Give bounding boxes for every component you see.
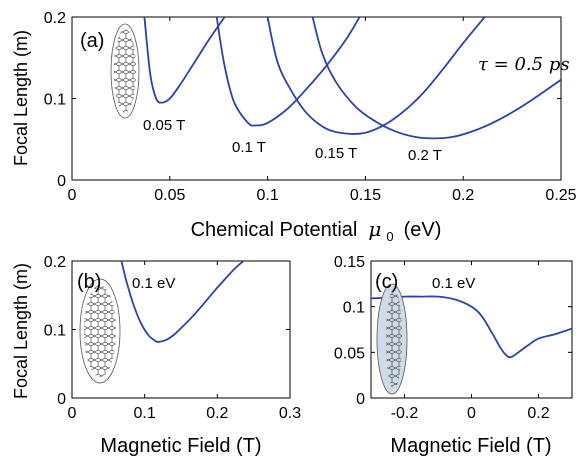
- panel-a-plot-area: [143, 17, 561, 140]
- graphene-lattice-icon: [386, 289, 402, 389]
- panel-b-frame: [71, 260, 291, 399]
- series-line-0: [120, 261, 245, 343]
- series-line-3: [311, 17, 561, 140]
- x-tick-label: 0: [68, 187, 77, 204]
- x-tick-label: 0.3: [279, 405, 301, 422]
- tau-annotation: τ = 0.5 ps: [478, 54, 570, 75]
- panel-a-label: (a): [80, 30, 104, 52]
- series-line-2: [266, 17, 486, 135]
- series-label-3: 0.2 T: [408, 147, 442, 164]
- series-label-1: 0.1 T: [232, 139, 266, 156]
- y-tick-label: 0.1: [343, 300, 365, 317]
- x-label-text: Chemical Potential: [191, 219, 358, 241]
- series-line-1: [215, 17, 361, 127]
- series-label-2: 0.15 T: [315, 145, 357, 162]
- panel-a-y-axis-label: Focal Length (m): [11, 30, 31, 166]
- panel-c: -0.2 0 0.2 0 0.05 0.1 0.15 (c) 0.1 eV Magnetic…: [334, 254, 573, 457]
- x-tick-label: 0.1: [256, 187, 278, 204]
- panel-b-y-axis-label: Focal Length (m): [11, 263, 31, 399]
- y-tick-label: 0.1: [44, 92, 66, 109]
- y-tick-label: 0.05: [334, 345, 365, 362]
- y-tick-label: 0.15: [334, 254, 365, 271]
- x-label-mu: μ: [368, 217, 381, 241]
- x-tick-label: -0.2: [391, 405, 419, 422]
- panel-a: 0 0.05 0.1 0.15 0.2 0.25 0 0.1 0.2 (a) τ = 0.5 p…: [11, 10, 577, 246]
- panel-b-annotation: 0.1 eV: [132, 275, 175, 292]
- x-tick-label: 0.25: [545, 187, 576, 204]
- y-tick-label: 0: [356, 391, 365, 408]
- graphene-lattice-icon: [114, 29, 136, 113]
- panel-b-axes: 0 0.1 0.2 0.3 0 0.1 0.2: [44, 254, 301, 422]
- panel-c-x-axis-label: Magnetic Field (T): [390, 435, 551, 457]
- x-tick-label: 0.2: [206, 405, 228, 422]
- panel-b-x-axis-label: Magnetic Field (T): [100, 435, 261, 457]
- x-tick-label: 0.1: [134, 405, 156, 422]
- x-tick-label: 0: [467, 405, 476, 422]
- panel-c-plot-area: [371, 295, 572, 359]
- panel-a-frame: [71, 16, 562, 181]
- panel-a-axes: 0 0.05 0.1 0.15 0.2 0.25 0 0.1 0.2: [44, 10, 577, 204]
- series-line-0: [371, 295, 572, 359]
- panel-c-annotation: 0.1 eV: [432, 275, 475, 292]
- y-tick-label: 0.2: [44, 10, 66, 27]
- panel-c-label: (c): [375, 271, 398, 293]
- x-label-subscript: 0: [386, 229, 393, 244]
- x-label-unit: (eV): [404, 219, 442, 241]
- x-tick-label: 0.05: [154, 187, 185, 204]
- y-tick-label: 0: [57, 391, 66, 408]
- y-tick-label: 0.2: [44, 254, 66, 271]
- y-tick-label: 0: [57, 173, 66, 190]
- panel-b-plot-area: [120, 261, 245, 343]
- y-tick-label: 0.1: [44, 323, 66, 340]
- panel-a-x-axis-label: Chemical Potential μ 0 (eV): [191, 217, 442, 246]
- x-tick-label: 0.2: [452, 187, 474, 204]
- x-tick-label: 0.2: [527, 405, 549, 422]
- series-label-0: 0.05 T: [143, 117, 185, 134]
- panel-b: 0 0.1 0.2 0.3 0 0.1 0.2 (b) 0.1 eV Focal Lengt…: [11, 254, 301, 457]
- graphene-lattice-icon: [84, 285, 116, 377]
- x-tick-label: 0: [68, 405, 77, 422]
- x-tick-label: 0.15: [350, 187, 381, 204]
- series-line-0: [143, 17, 226, 104]
- panel-b-label: (b): [77, 271, 101, 293]
